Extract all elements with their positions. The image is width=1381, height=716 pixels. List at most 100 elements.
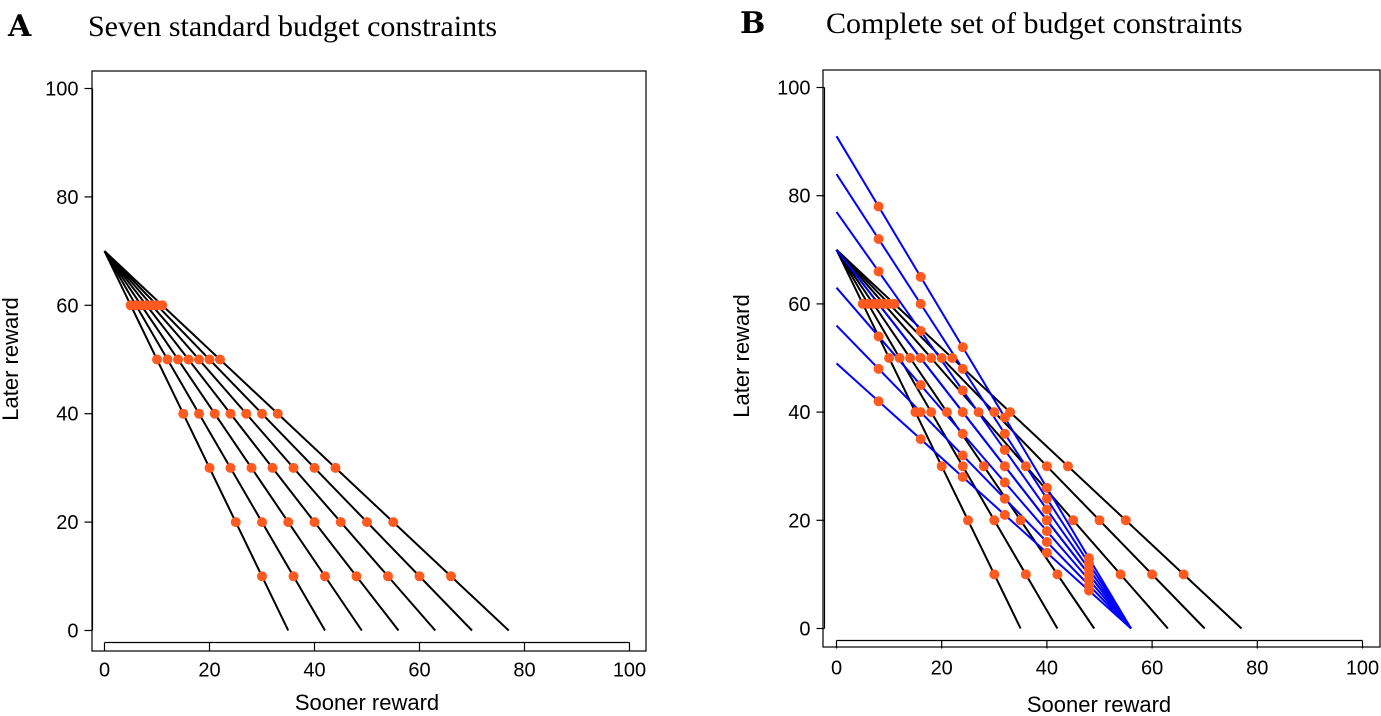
choice-point-37 (1052, 569, 1063, 580)
x-tick-label-1: 20 (198, 660, 220, 682)
additional-constraint-line-2 (835, 211, 1132, 630)
standard-constraint-line-0 (103, 250, 290, 631)
additional-constraint-line-3 (835, 249, 1132, 630)
choice-point-39 (1115, 569, 1126, 580)
choice-point-23 (246, 462, 257, 473)
choice-point-10 (183, 354, 194, 365)
additional-constraint-line-1 (835, 173, 1132, 630)
choice-point-74 (957, 450, 968, 461)
choice-point-28 (230, 517, 241, 528)
x-tick-label-4: 80 (513, 660, 535, 682)
y-tick-label-4: 80 (56, 187, 78, 209)
x-tick-label-3: 60 (1141, 658, 1163, 680)
panel-b: B Complete set of budget constraints 0 20… (729, 6, 1381, 716)
choice-point-50 (957, 363, 968, 374)
choice-point-6 (889, 298, 900, 309)
choice-point-32 (335, 517, 346, 528)
panel-a-y-axis-label: Later reward (0, 297, 23, 421)
choice-point-82 (1041, 547, 1052, 558)
choice-point-72 (873, 363, 884, 374)
choice-point-37 (320, 571, 330, 582)
x-tick-label-0: 0 (99, 660, 110, 682)
choice-point-81 (999, 509, 1010, 520)
standard-constraint-line-4 (103, 250, 437, 632)
choice-point-73 (915, 407, 926, 418)
x-tick-label-2: 40 (303, 660, 325, 682)
standard-constraint-line-6 (103, 250, 510, 632)
choice-point-78 (873, 396, 884, 407)
panel-a: A Seven standard budget constraints 0 20 4… (0, 9, 647, 715)
choice-point-33 (362, 517, 372, 528)
choice-point-30 (283, 517, 294, 528)
choice-point-42 (873, 201, 884, 212)
panel-b-choice-points (857, 201, 1189, 596)
choice-point-60 (873, 298, 884, 309)
choice-point-22 (225, 462, 236, 473)
choice-point-28 (963, 515, 973, 526)
choice-point-25 (288, 462, 299, 473)
choice-point-7 (884, 353, 895, 363)
choice-point-63 (999, 461, 1010, 472)
additional-constraint-line-6 (835, 362, 1132, 630)
choice-point-80 (957, 472, 968, 483)
choice-point-75 (999, 493, 1010, 504)
choice-point-48 (873, 233, 884, 244)
choice-point-22 (957, 461, 968, 472)
panel-b-x-axis-label: Sooner reward (1027, 692, 1171, 716)
choice-point-34 (388, 517, 399, 528)
choice-point-67 (915, 380, 926, 391)
panel-a-axes: 0 20 40 60 80 100 0 20 40 60 80 100 (45, 79, 646, 682)
choice-point-46 (1041, 482, 1052, 493)
additional-constraint-line-0 (835, 135, 1132, 630)
choice-point-68 (957, 428, 968, 439)
choice-point-30 (1015, 515, 1026, 526)
choice-point-41 (1178, 569, 1189, 580)
standard-constraint-line-4 (835, 249, 1169, 630)
choice-point-12 (936, 353, 947, 363)
panel-b-axes: 0 20 40 60 80 100 0 20 40 60 80 100 (777, 78, 1379, 680)
x-tick-label-5: 100 (1346, 658, 1379, 680)
choice-point-23 (978, 461, 989, 472)
choice-point-62 (957, 407, 968, 418)
y-tick-label-4: 80 (788, 186, 810, 208)
panel-b-y-axis-label: Later reward (729, 294, 754, 418)
choice-point-27 (1062, 461, 1073, 472)
choice-point-64 (1041, 515, 1052, 526)
panel-a-letter: A (7, 9, 32, 44)
choice-point-13 (947, 353, 958, 363)
panel-a-constraint-lines (103, 250, 510, 632)
choice-point-40 (414, 571, 425, 582)
choice-point-17 (225, 408, 236, 419)
choice-point-6 (157, 300, 168, 311)
choice-point-9 (905, 353, 916, 363)
choice-point-27 (330, 462, 341, 473)
choice-point-52 (1041, 493, 1052, 504)
standard-constraint-line-0 (835, 249, 1022, 629)
choice-point-35 (257, 571, 267, 582)
additional-constraint-line-4 (835, 287, 1132, 630)
choice-point-38 (351, 571, 362, 582)
choice-point-69 (999, 477, 1010, 488)
choice-point-13 (215, 354, 225, 365)
standard-constraint-line-3 (103, 250, 400, 632)
choice-point-44 (957, 342, 968, 353)
standard-constraint-line-1 (103, 250, 326, 632)
choice-point-14 (178, 408, 189, 419)
choice-point-12 (204, 354, 215, 365)
choice-point-36 (288, 571, 299, 582)
choice-point-15 (194, 408, 204, 419)
choice-point-18 (973, 407, 984, 418)
choice-point-45 (999, 412, 1010, 423)
choice-point-36 (1020, 569, 1031, 580)
choice-point-11 (926, 353, 937, 363)
panel-a-title: Seven standard budget constraints (88, 10, 497, 43)
choice-point-35 (989, 569, 1000, 580)
choice-point-43 (915, 271, 926, 282)
choice-point-16 (941, 407, 952, 418)
y-tick-label-5: 100 (45, 79, 78, 101)
choice-point-8 (894, 353, 905, 363)
choice-point-66 (873, 331, 884, 342)
choice-point-56 (957, 385, 968, 396)
choice-point-26 (1041, 461, 1052, 472)
panel-a-x-axis-label: Sooner reward (295, 690, 439, 715)
